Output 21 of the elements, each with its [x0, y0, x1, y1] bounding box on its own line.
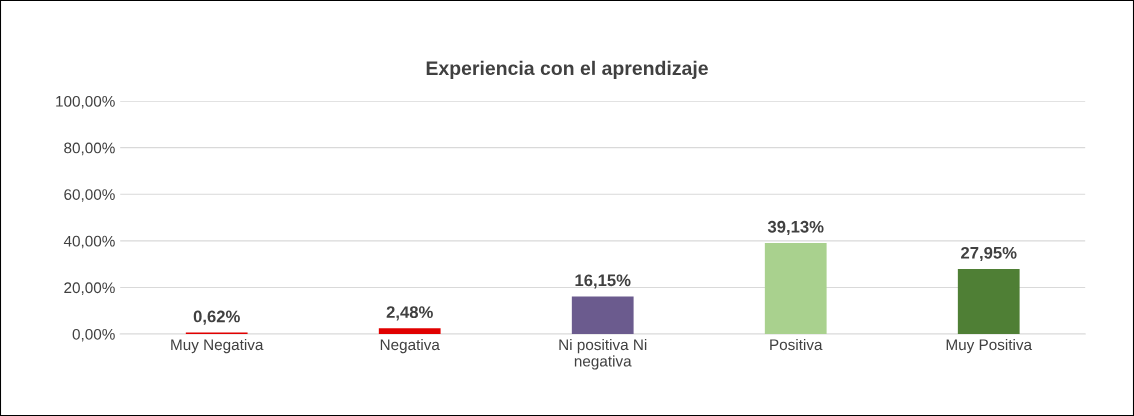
data-label: 0,62% [193, 310, 240, 325]
bar [764, 242, 827, 335]
data-label: 2,48% [386, 306, 433, 321]
data-label: 16,15% [575, 274, 631, 289]
y-tick-label: 60,00% [64, 189, 115, 202]
x-tick-label: Muy Negativa [171, 338, 264, 354]
x-tick-label: Negativa [380, 338, 440, 354]
y-tick-label: 20,00% [64, 282, 115, 295]
data-label: 39,13% [767, 220, 824, 236]
x-tick-label: Muy Positiva [946, 338, 1033, 354]
y-tick-label: 0,00% [72, 328, 115, 342]
y-tick-label: 100,00% [56, 95, 115, 109]
chart-title: Experiencia con el aprendizaje [426, 60, 708, 79]
bar [957, 268, 1020, 335]
bar [378, 328, 441, 335]
x-tick-label: Ni positiva Ni negativa [559, 338, 647, 370]
x-tick-label: Positiva [770, 338, 823, 351]
y-tick-label: 80,00% [64, 142, 115, 156]
bar [571, 296, 634, 335]
data-label: 27,95% [961, 246, 1017, 262]
y-tick-label: 40,00% [63, 235, 115, 249]
